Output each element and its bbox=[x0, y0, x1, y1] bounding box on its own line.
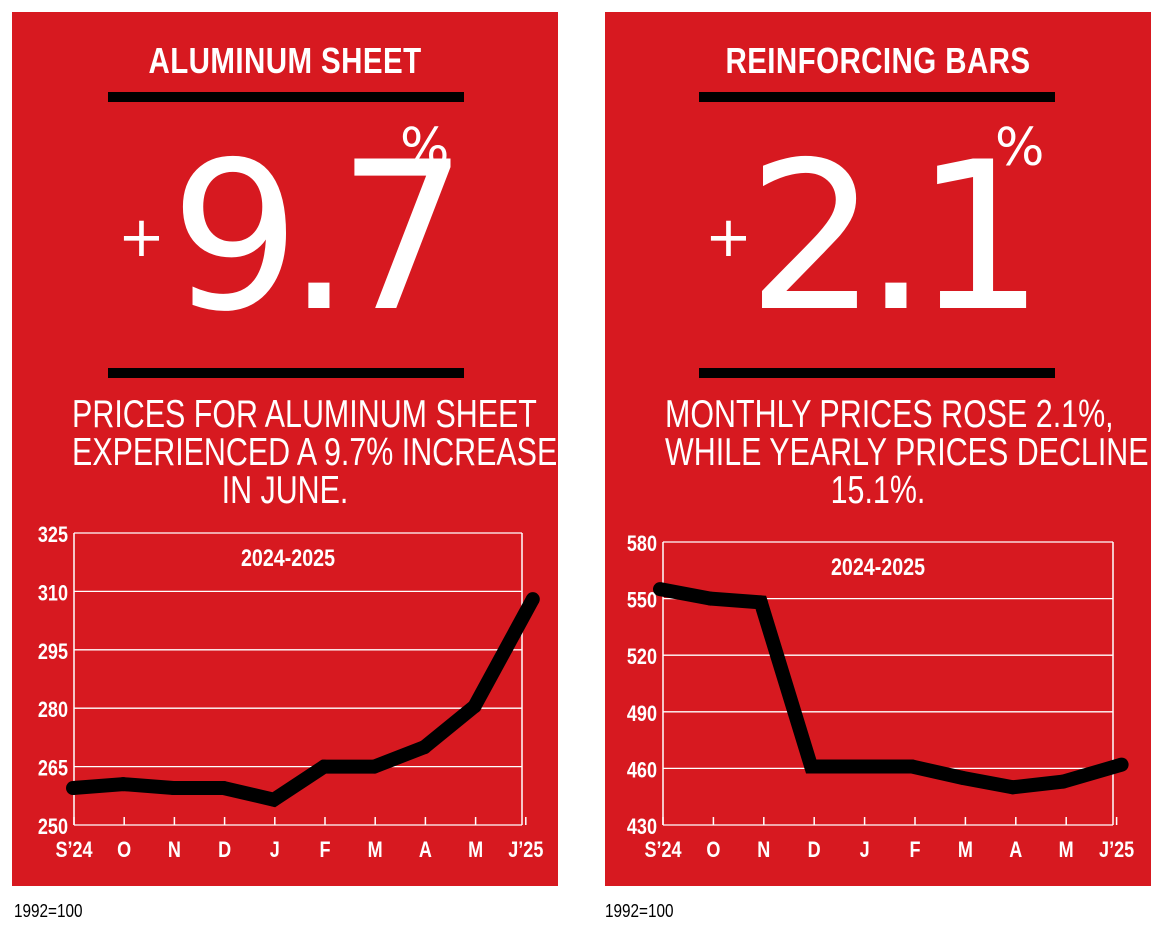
y-tick-label: 580 bbox=[627, 532, 657, 556]
x-tick-label: A bbox=[419, 838, 432, 862]
data-point bbox=[367, 759, 382, 774]
description-line: IN JUNE. bbox=[221, 469, 349, 512]
data-point bbox=[525, 592, 540, 607]
y-tick-label: 430 bbox=[627, 815, 657, 839]
data-point bbox=[804, 759, 819, 774]
data-point bbox=[653, 582, 667, 597]
series-line bbox=[72, 595, 539, 808]
bottom-divider bbox=[108, 368, 464, 378]
x-tick-label: M bbox=[468, 838, 483, 862]
data-point bbox=[1005, 780, 1020, 795]
stat-description: PRICES FOR ALUMINUM SHEET EXPERIENCED A … bbox=[72, 393, 558, 512]
data-point bbox=[116, 777, 131, 792]
reinforcing-bars-panel: REINFORCING BARS + 2.1 % MONTHLY PRICES … bbox=[605, 12, 1166, 886]
stat-sign: + bbox=[118, 205, 165, 270]
description-line: 15.1%. bbox=[830, 469, 926, 512]
bottom-divider bbox=[699, 368, 1055, 378]
x-tick-label: O bbox=[706, 838, 720, 862]
x-tick-label: N bbox=[757, 838, 770, 862]
x-tick-label: J’25 bbox=[508, 838, 543, 862]
x-tick-label: F bbox=[909, 838, 920, 862]
data-point bbox=[317, 759, 331, 774]
data-point bbox=[467, 699, 482, 714]
data-point bbox=[1114, 757, 1129, 772]
data-point bbox=[417, 740, 432, 755]
data-point bbox=[66, 781, 80, 796]
x-tick-label: M bbox=[368, 838, 383, 862]
x-tick-label: N bbox=[168, 838, 181, 862]
stat-sign: + bbox=[705, 205, 752, 270]
description-line: MONTHLY PRICES ROSE 2.1%, bbox=[665, 393, 1114, 436]
index-base-note: 1992=100 bbox=[14, 901, 83, 921]
chart-title: 2024-2025 bbox=[831, 553, 925, 580]
data-point bbox=[753, 595, 768, 610]
panel-title: ALUMINUM SHEET bbox=[148, 40, 422, 81]
data-point bbox=[955, 770, 970, 785]
description-line: EXPERIENCED A 9.7% INCREASE bbox=[72, 431, 558, 474]
y-tick-label: 265 bbox=[38, 757, 68, 781]
x-tick-label: J bbox=[270, 838, 280, 862]
stat-unit: % bbox=[400, 118, 450, 178]
top-divider bbox=[108, 92, 464, 102]
y-tick-label: 520 bbox=[627, 646, 657, 670]
x-tick-label: M bbox=[1059, 838, 1074, 862]
x-tick-label: S’24 bbox=[644, 838, 682, 862]
data-point bbox=[703, 591, 718, 606]
description-line: PRICES FOR ALUMINUM SHEET bbox=[72, 393, 537, 436]
stat-value: 9.7 bbox=[170, 119, 468, 357]
data-point bbox=[166, 781, 181, 796]
description-line: WHILE YEARLY PRICES DECLINED bbox=[665, 431, 1166, 474]
y-tick-label: 490 bbox=[627, 702, 657, 726]
stat-unit: % bbox=[995, 118, 1045, 178]
x-tick-label: J bbox=[860, 838, 870, 862]
y-tick-label: 325 bbox=[38, 523, 68, 547]
top-divider bbox=[699, 92, 1055, 102]
data-point bbox=[854, 759, 869, 774]
y-tick-label: 280 bbox=[38, 699, 68, 723]
y-tick-label: 250 bbox=[38, 815, 68, 839]
y-tick-label: 310 bbox=[38, 582, 68, 606]
x-tick-label: O bbox=[117, 838, 131, 862]
x-tick-label: J’25 bbox=[1099, 838, 1134, 862]
stat-value: 2.1 bbox=[747, 119, 1045, 357]
data-point bbox=[216, 781, 231, 796]
y-tick-label: 295 bbox=[38, 640, 68, 664]
aluminum-sheet-panel: ALUMINUM SHEET + 9.7 % PRICES FOR ALUMIN… bbox=[12, 12, 558, 886]
chart-title: 2024-2025 bbox=[241, 544, 335, 571]
x-tick-label: D bbox=[218, 838, 231, 862]
data-point bbox=[1056, 774, 1071, 789]
stat-description: MONTHLY PRICES ROSE 2.1%, WHILE YEARLY P… bbox=[665, 393, 1166, 512]
series-line bbox=[658, 582, 1124, 795]
x-tick-label: S’24 bbox=[55, 838, 93, 862]
x-tick-label: M bbox=[958, 838, 973, 862]
x-tick-label: A bbox=[1009, 838, 1022, 862]
index-base-note: 1992=100 bbox=[605, 901, 674, 921]
panel-title: REINFORCING BARS bbox=[725, 40, 1031, 81]
data-point bbox=[905, 759, 919, 774]
data-point bbox=[266, 792, 281, 807]
x-tick-label: D bbox=[808, 838, 821, 862]
y-tick-label: 460 bbox=[627, 759, 657, 783]
x-tick-label: F bbox=[319, 838, 330, 862]
y-tick-label: 550 bbox=[627, 589, 657, 613]
